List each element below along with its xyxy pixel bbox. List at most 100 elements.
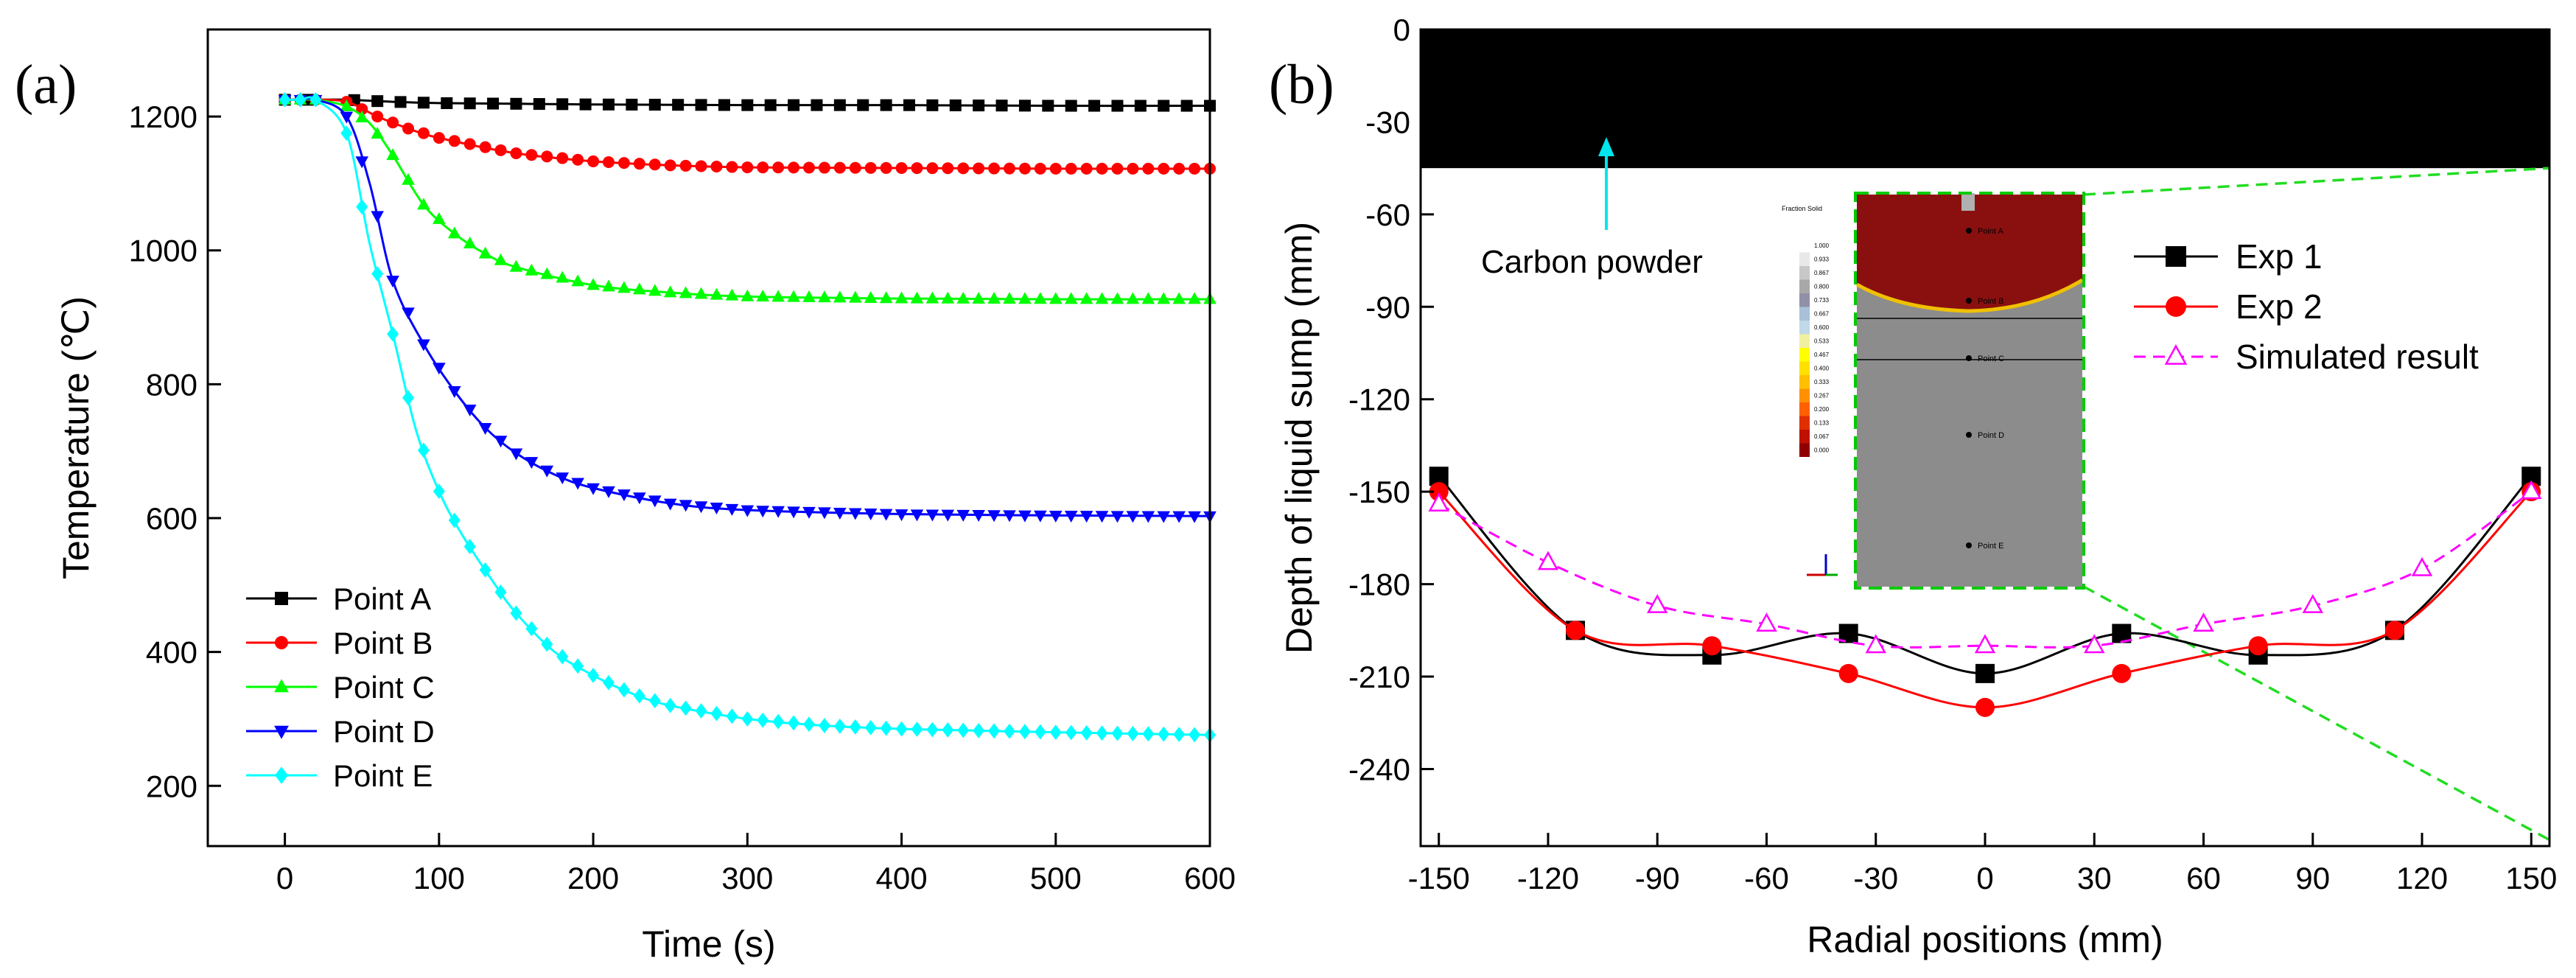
inset-simulation: Fraction Solid 1.000 0.933 0.867 0.800 0.733… — [1782, 192, 2085, 590]
data-point — [802, 290, 816, 302]
data-point — [895, 291, 909, 304]
x-tick-label-b: 60 — [2186, 861, 2221, 895]
x-axis-title-a: Time (s) — [642, 923, 775, 965]
inset-point-dot — [1966, 228, 1972, 234]
data-point — [441, 97, 453, 109]
data-point — [879, 509, 893, 521]
carbon-powder-band — [1421, 29, 2549, 169]
data-point — [988, 162, 1001, 175]
data-point — [1034, 292, 1047, 304]
data-point — [1158, 726, 1170, 742]
series-line — [1438, 490, 2533, 649]
legend-a: Point A Point B Point C Point D Point E — [246, 581, 435, 793]
x-tick-label-b: 120 — [2396, 861, 2448, 895]
data-point — [1127, 726, 1139, 741]
inset-point-dot — [1966, 542, 1972, 548]
series-layer-a — [278, 91, 1217, 743]
data-point — [1838, 663, 1858, 683]
data-point — [2193, 612, 2214, 632]
data-point — [695, 160, 707, 172]
data-point — [556, 649, 569, 665]
data-point — [941, 509, 955, 522]
data-point — [572, 153, 584, 166]
data-point — [1111, 99, 1124, 112]
data-point — [725, 288, 739, 301]
data-point — [1172, 292, 1186, 304]
data-point — [757, 161, 769, 174]
data-point — [633, 282, 646, 295]
data-point — [679, 159, 692, 172]
data-point — [510, 97, 522, 110]
data-point — [340, 125, 353, 142]
y-tick-label-a: 1200 — [129, 99, 197, 134]
y-tick-label-a: 600 — [146, 501, 197, 536]
y-tick-label-b: -240 — [1348, 752, 1410, 786]
data-point — [788, 715, 800, 731]
data-point — [579, 98, 592, 111]
data-point — [479, 141, 491, 153]
scale-swatch — [1799, 307, 1810, 321]
data-point — [1158, 99, 1170, 112]
series-point-b — [279, 94, 1216, 175]
x-tick-label-b: 30 — [2077, 861, 2112, 895]
data-point — [1080, 162, 1093, 175]
data-point — [1141, 511, 1155, 523]
data-point — [1096, 725, 1108, 741]
inset-point-label: Point B — [1978, 297, 2003, 306]
data-point — [603, 98, 615, 111]
scale-swatch — [1799, 388, 1810, 402]
data-point — [417, 97, 430, 109]
data-point — [973, 722, 985, 738]
x-tick-label-b: -150 — [1408, 861, 1470, 895]
y-tick-label-b: -150 — [1348, 475, 1410, 509]
data-point — [509, 448, 523, 461]
legend-label: Simulated result — [2236, 338, 2479, 376]
inset-color-scale: 1.000 0.933 0.867 0.800 0.733 0.667 0.600 0.533… — [1799, 239, 1830, 457]
data-point — [941, 291, 955, 304]
data-point — [1157, 292, 1171, 304]
y-tick-label-b: -180 — [1348, 567, 1410, 602]
data-point — [463, 138, 476, 150]
data-point — [1110, 511, 1124, 523]
scale-swatch — [1799, 402, 1810, 416]
data-point — [1065, 99, 1077, 112]
data-point — [942, 722, 954, 738]
data-point — [987, 292, 1001, 304]
data-point — [710, 287, 724, 300]
data-point — [726, 161, 738, 173]
data-point — [741, 99, 754, 111]
data-point — [433, 483, 445, 500]
data-point — [1173, 162, 1186, 175]
x-tick-label-b: -90 — [1635, 861, 1680, 895]
data-point — [478, 246, 492, 259]
data-point — [818, 161, 830, 174]
inset-point-label: Point E — [1978, 542, 2003, 551]
data-point — [880, 161, 892, 174]
data-point — [1095, 511, 1109, 523]
legend-marker — [2166, 246, 2186, 267]
data-point — [617, 682, 630, 698]
data-point — [1647, 594, 1668, 613]
data-point — [695, 703, 707, 719]
axis-ticks-a: 0 100 200 300 400 500 600 200 400 600 800 1000 1200 — [129, 99, 1236, 895]
x-tick-label-a: 300 — [721, 861, 773, 895]
data-point — [811, 99, 823, 111]
scale-swatch — [1799, 348, 1810, 362]
data-point — [1975, 663, 1995, 683]
data-point — [617, 281, 631, 293]
data-point — [1180, 99, 1193, 112]
data-point — [880, 720, 892, 736]
data-point — [1134, 99, 1147, 112]
data-point — [1018, 99, 1031, 112]
data-point — [1111, 162, 1124, 175]
data-point — [602, 486, 615, 498]
data-point — [710, 705, 723, 722]
data-point — [694, 287, 708, 299]
data-point — [633, 158, 645, 170]
inset-frame — [1854, 192, 2085, 590]
data-point — [833, 99, 846, 111]
data-point — [1974, 634, 1996, 654]
legend-marker — [275, 636, 288, 649]
data-point — [880, 99, 892, 111]
scale-value: 1.000 — [1814, 242, 1830, 249]
